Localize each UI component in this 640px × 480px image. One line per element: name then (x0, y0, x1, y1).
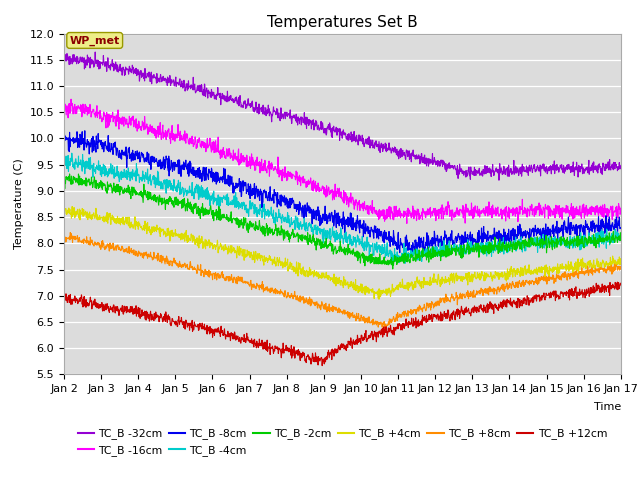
Legend: TC_B -32cm, TC_B -16cm, TC_B -8cm, TC_B -4cm, TC_B -2cm, TC_B +4cm, TC_B +8cm, T: TC_B -32cm, TC_B -16cm, TC_B -8cm, TC_B … (73, 424, 612, 460)
TC_B -16cm (403, 220, 411, 226)
TC_B -4cm (68, 150, 76, 156)
TC_B -8cm (60, 137, 68, 143)
TC_B +4cm (104, 219, 111, 225)
TC_B -16cm (297, 183, 305, 189)
Line: TC_B -2cm: TC_B -2cm (64, 174, 621, 269)
TC_B -2cm (66, 171, 74, 177)
TC_B -16cm (318, 184, 326, 190)
TC_B +4cm (378, 288, 385, 293)
TC_B -4cm (60, 164, 68, 169)
TC_B -8cm (408, 252, 416, 257)
TC_B -16cm (104, 111, 111, 117)
TC_B +12cm (614, 279, 621, 285)
TC_B +12cm (318, 363, 326, 369)
Line: TC_B -4cm: TC_B -4cm (64, 153, 621, 264)
TC_B -32cm (297, 114, 305, 120)
TC_B +8cm (617, 266, 625, 272)
TC_B -32cm (92, 49, 99, 55)
TC_B +8cm (381, 326, 388, 332)
TC_B +12cm (318, 355, 326, 361)
TC_B -8cm (617, 225, 625, 231)
TC_B -2cm (389, 266, 397, 272)
TC_B -32cm (104, 60, 111, 66)
TC_B -16cm (308, 187, 316, 193)
TC_B +12cm (296, 358, 304, 363)
Line: TC_B -16cm: TC_B -16cm (64, 99, 621, 223)
TC_B -8cm (318, 216, 326, 222)
TC_B -2cm (308, 235, 316, 241)
TC_B +12cm (617, 281, 625, 287)
Line: TC_B -32cm: TC_B -32cm (64, 52, 621, 180)
Title: Temperatures Set B: Temperatures Set B (267, 15, 418, 30)
TC_B -2cm (378, 261, 385, 267)
TC_B -2cm (126, 191, 134, 197)
TC_B +4cm (617, 256, 625, 262)
TC_B -4cm (318, 230, 326, 236)
TC_B -16cm (60, 99, 68, 105)
TC_B +12cm (103, 300, 111, 306)
TC_B +12cm (126, 310, 134, 315)
TC_B -2cm (297, 237, 305, 243)
TC_B +4cm (318, 270, 326, 276)
TC_B -4cm (378, 245, 385, 251)
Line: TC_B +4cm: TC_B +4cm (64, 206, 621, 299)
TC_B -32cm (308, 122, 316, 128)
TC_B +8cm (104, 241, 111, 247)
TC_B -32cm (60, 53, 68, 59)
TC_B +4cm (297, 271, 305, 276)
TC_B -8cm (378, 229, 385, 235)
TC_B -4cm (401, 261, 409, 266)
TC_B -32cm (126, 69, 134, 74)
TC_B -2cm (104, 179, 111, 185)
TC_B -16cm (67, 96, 75, 102)
TC_B -32cm (617, 163, 625, 168)
TC_B +12cm (308, 356, 316, 361)
TC_B -2cm (617, 234, 625, 240)
TC_B -16cm (126, 121, 134, 127)
TC_B +8cm (308, 298, 316, 303)
TC_B +8cm (67, 229, 74, 235)
TC_B -4cm (617, 233, 625, 239)
TC_B -4cm (126, 178, 134, 184)
TC_B -32cm (495, 177, 503, 183)
TC_B -2cm (318, 239, 326, 244)
Line: TC_B +8cm: TC_B +8cm (64, 232, 621, 329)
TC_B +4cm (126, 225, 134, 231)
TC_B -8cm (104, 147, 111, 153)
Line: TC_B +12cm: TC_B +12cm (64, 282, 621, 366)
TC_B -8cm (126, 153, 134, 159)
TC_B -8cm (81, 128, 89, 133)
Text: Time: Time (593, 402, 621, 412)
TC_B +4cm (60, 211, 68, 217)
Line: TC_B -8cm: TC_B -8cm (64, 131, 621, 254)
TC_B -8cm (308, 221, 316, 227)
TC_B -32cm (318, 124, 326, 130)
TC_B -8cm (297, 205, 305, 211)
TC_B +8cm (378, 320, 385, 325)
TC_B +12cm (378, 327, 385, 333)
TC_B +4cm (68, 204, 76, 209)
TC_B -32cm (378, 141, 385, 146)
TC_B -4cm (297, 219, 305, 225)
TC_B -16cm (617, 206, 625, 212)
TC_B -2cm (60, 171, 68, 177)
TC_B -16cm (378, 209, 385, 215)
TC_B +4cm (308, 271, 316, 276)
TC_B +12cm (60, 297, 68, 303)
TC_B -4cm (104, 174, 111, 180)
TC_B +8cm (126, 249, 134, 254)
TC_B -4cm (308, 224, 316, 230)
TC_B +8cm (60, 235, 68, 240)
Y-axis label: Temperature (C): Temperature (C) (14, 158, 24, 250)
TC_B +4cm (375, 296, 383, 302)
TC_B +8cm (297, 293, 305, 299)
Text: WP_met: WP_met (70, 36, 120, 46)
TC_B +8cm (318, 302, 326, 308)
